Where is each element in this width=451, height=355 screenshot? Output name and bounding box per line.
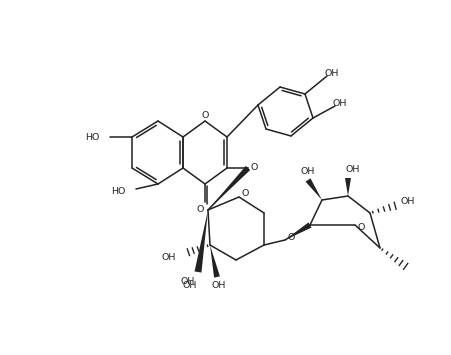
Text: O: O bbox=[241, 190, 249, 198]
Polygon shape bbox=[345, 178, 351, 196]
Polygon shape bbox=[285, 223, 312, 240]
Text: OH: OH bbox=[301, 168, 315, 176]
Polygon shape bbox=[305, 178, 322, 200]
Polygon shape bbox=[208, 166, 250, 210]
Text: HO: HO bbox=[112, 186, 126, 196]
Text: HO: HO bbox=[86, 132, 100, 142]
Text: OH: OH bbox=[401, 197, 415, 207]
Text: OH: OH bbox=[346, 165, 360, 175]
Text: O: O bbox=[201, 110, 209, 120]
Text: OH: OH bbox=[333, 98, 347, 108]
Text: OH: OH bbox=[161, 253, 176, 262]
Text: OH: OH bbox=[212, 280, 226, 289]
Polygon shape bbox=[194, 210, 208, 273]
Text: OH: OH bbox=[183, 282, 197, 290]
Polygon shape bbox=[210, 245, 220, 278]
Text: O: O bbox=[250, 164, 258, 173]
Text: O: O bbox=[287, 234, 295, 242]
Text: OH: OH bbox=[325, 69, 339, 77]
Text: O: O bbox=[196, 206, 204, 214]
Text: OH: OH bbox=[181, 278, 195, 286]
Text: O: O bbox=[357, 223, 365, 231]
